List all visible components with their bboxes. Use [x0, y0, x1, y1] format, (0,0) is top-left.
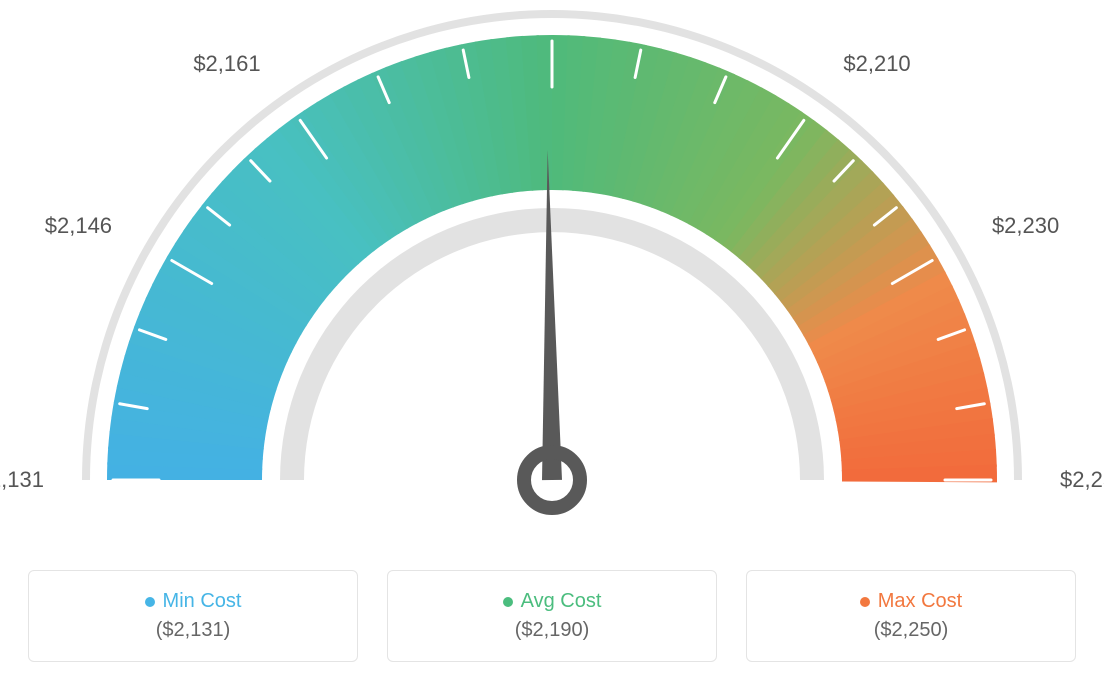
- legend-dot-min: [145, 597, 155, 607]
- legend-title-avg: Avg Cost: [503, 590, 602, 613]
- legend-dot-avg: [503, 597, 513, 607]
- legend-title-min: Min Cost: [145, 590, 242, 613]
- legend-value-max: ($2,250): [874, 619, 949, 642]
- gauge-tick-label: $2,250: [1060, 467, 1104, 493]
- gauge-tick-label: $2,161: [193, 51, 260, 77]
- gauge-tick-label: $2,210: [843, 51, 910, 77]
- legend-title-text-min: Min Cost: [163, 590, 242, 613]
- legend-title-text-max: Max Cost: [878, 590, 962, 613]
- legend-value-avg: ($2,190): [515, 619, 590, 642]
- gauge-tick-label: $2,230: [992, 213, 1059, 239]
- legend-dot-max: [860, 597, 870, 607]
- legend-title-max: Max Cost: [860, 590, 962, 613]
- gauge-chart: $2,131$2,146$2,161$2,190$2,210$2,230$2,2…: [0, 0, 1104, 555]
- legend-card-min: Min Cost ($2,131): [28, 570, 358, 662]
- gauge-tick-label: $2,131: [0, 467, 44, 493]
- legend-value-min: ($2,131): [156, 619, 231, 642]
- legend-row: Min Cost ($2,131) Avg Cost ($2,190) Max …: [0, 570, 1104, 662]
- gauge-tick-label: $2,146: [45, 213, 112, 239]
- legend-title-text-avg: Avg Cost: [521, 590, 602, 613]
- legend-card-max: Max Cost ($2,250): [746, 570, 1076, 662]
- gauge-svg: [0, 0, 1104, 555]
- legend-card-avg: Avg Cost ($2,190): [387, 570, 717, 662]
